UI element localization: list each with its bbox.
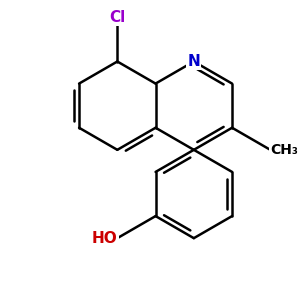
Text: CH₃: CH₃ <box>270 143 298 157</box>
Text: Cl: Cl <box>109 10 125 25</box>
Text: N: N <box>188 54 200 69</box>
Text: HO: HO <box>92 231 117 246</box>
